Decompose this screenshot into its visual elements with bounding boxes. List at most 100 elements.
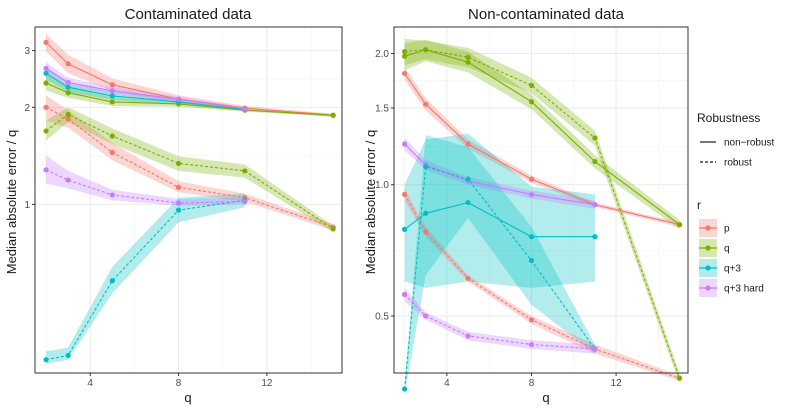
x-tick-label: 12 (261, 378, 273, 389)
x-tick-label: 8 (529, 378, 535, 389)
point-q-3-robust (65, 352, 71, 359)
point-p-non-robust (65, 61, 71, 67)
point-q-3-hard-non-robust (242, 106, 248, 112)
point-q-3-non-robust (465, 199, 471, 206)
point-p-non-robust (401, 70, 408, 77)
y-tick-label: 3 (24, 46, 30, 57)
legend-title-robustness: Robustness (697, 111, 760, 125)
legend-label: p (724, 224, 730, 235)
ribbon-q-3-hard-robust (404, 287, 595, 354)
point-q-3-hard-robust (242, 199, 248, 205)
point-q-3-robust (175, 207, 182, 213)
line-p-robust (404, 194, 680, 379)
point-q-3-hard-non-robust (65, 79, 71, 86)
panel-border (393, 26, 689, 374)
ribbon-q-3-robust (404, 135, 595, 395)
line-q-non-robust (404, 49, 680, 226)
point-q-robust (109, 133, 115, 139)
y-axis-title: Median absolute error / q (363, 130, 378, 275)
point-q-3-non-robust (592, 234, 598, 240)
point-q-3-non-robust (65, 84, 71, 90)
point-q-non-robust (401, 53, 408, 59)
legend-label: q+3 hard (724, 284, 764, 295)
x-tick-label: 8 (176, 378, 182, 389)
panel-border (34, 26, 343, 374)
y-tick-label: 2 (24, 103, 30, 114)
panel-title: Non-contaminated data (468, 6, 625, 23)
point-q-robust (676, 375, 683, 381)
point-q-robust (175, 160, 182, 167)
point-p-robust (423, 229, 429, 235)
point-q-non-robust (676, 222, 683, 228)
line-p-robust (45, 106, 334, 228)
ribbon-q-3-hard-robust (46, 155, 245, 206)
point-q-non-robust (43, 80, 49, 86)
panel-contaminated: Contaminated data q Median absolute erro… (4, 6, 343, 405)
x-tick-label: 4 (87, 378, 93, 389)
line-q-robust (45, 113, 334, 230)
point-q-non-robust (465, 59, 471, 65)
point-q-robust (465, 54, 471, 60)
point-p-robust (401, 191, 408, 198)
x-axis-title: q (542, 390, 549, 405)
point-q-3-hard-non-robust (43, 65, 49, 72)
y-tick-label: 1.5 (375, 103, 389, 114)
panel-non-contaminated: Non-contaminated data q Median absolute … (363, 6, 689, 405)
y-tick-label: 2.0 (375, 49, 389, 60)
point-q-robust (330, 226, 336, 232)
ribbon-q-3-non-robust (404, 133, 595, 288)
point-q-robust (528, 82, 535, 88)
point-q-3-hard-robust (65, 177, 71, 183)
line-p-non-robust (45, 42, 334, 116)
plot-area (35, 27, 342, 373)
y-tick-label: 1.0 (375, 180, 389, 191)
point-q-3-hard-robust (43, 167, 49, 173)
x-axis-title: q (184, 390, 191, 405)
ribbon-q-non-robust (404, 39, 680, 230)
point-q-3-non-robust (401, 226, 408, 232)
point-p-robust (528, 317, 535, 323)
point-q-3-hard-robust (465, 333, 471, 339)
legend-label: q (724, 244, 730, 255)
x-tick-label: 4 (444, 378, 450, 389)
point-q-3-hard-non-robust (109, 88, 115, 94)
point-p-robust (43, 104, 49, 110)
point-q-3-hard-non-robust (175, 96, 182, 102)
point-q-robust (242, 168, 248, 174)
legend-label: non−robust (724, 138, 775, 149)
point-q-robust (65, 111, 71, 118)
point-q-3-hard-robust (592, 346, 598, 352)
point-q-3-non-robust (43, 70, 49, 76)
point-q-non-robust (528, 99, 535, 105)
point-q-3-robust (423, 164, 429, 170)
point-q-robust (43, 128, 49, 134)
y-axis-title: Median absolute error / q (4, 130, 19, 275)
point-p-robust (65, 116, 71, 122)
ribbon-q-3-robust (46, 193, 245, 364)
legend-key-point (705, 225, 711, 231)
legend-title-r: r (697, 198, 701, 212)
ribbon-q-3-non-robust (46, 66, 245, 111)
legend-r-items: pq q+3 q+3 hard (699, 219, 764, 297)
point-p-robust (465, 275, 471, 281)
point-p-non-robust (109, 82, 115, 88)
line-p-non-robust (404, 73, 680, 226)
ribbon-p-robust (46, 95, 334, 231)
point-q-3-hard-non-robust (401, 141, 408, 147)
point-p-robust (175, 184, 182, 190)
x-tick-label: 12 (611, 378, 623, 389)
point-q-3-hard-robust (528, 341, 535, 348)
point-q-robust (423, 47, 429, 53)
y-tick-label: 1 (24, 200, 30, 211)
point-q-3-robust (109, 278, 115, 284)
point-q-non-robust (109, 99, 115, 105)
point-q-3-hard-non-robust (528, 191, 535, 198)
point-q-3-hard-robust (175, 200, 182, 206)
point-q-3-hard-robust (109, 192, 115, 198)
point-p-non-robust (43, 39, 49, 46)
point-q-3-non-robust (423, 210, 429, 216)
legend-key-point (705, 245, 711, 251)
point-p-non-robust (465, 141, 471, 147)
point-q-3-non-robust (528, 234, 535, 240)
